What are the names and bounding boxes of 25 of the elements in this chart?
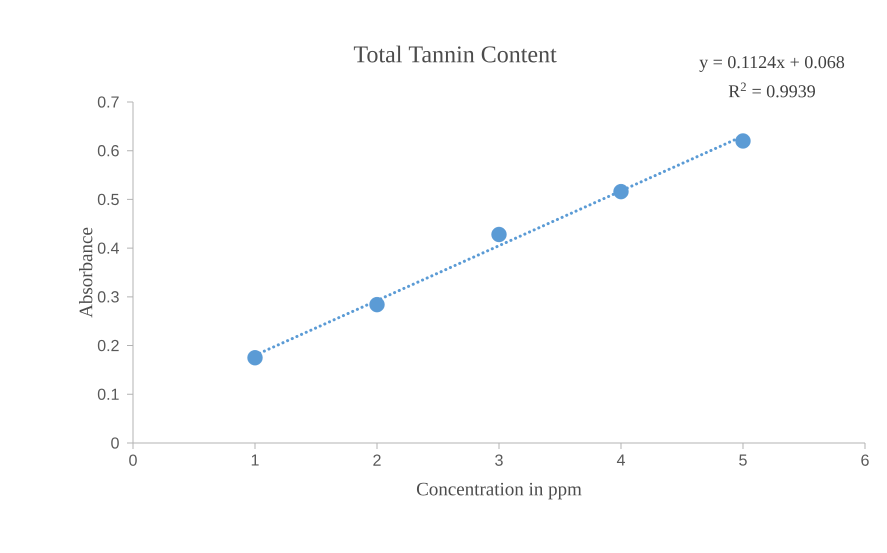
point <box>735 133 751 149</box>
x-tick-label: 0 <box>129 454 137 466</box>
x-tick-label: 4 <box>616 454 625 466</box>
y-tick-label: 0.6 <box>98 145 119 156</box>
text: R$^{2}$ = 0.9939 <box>728 82 815 98</box>
x-tick-label: 6 <box>861 454 869 466</box>
x-tick-label: 2 <box>373 454 381 466</box>
y-tick-label: 0.1 <box>98 388 119 400</box>
y-tick-label: 0.7 <box>98 96 119 108</box>
chart-title: Total Tannin Content <box>354 46 557 62</box>
x-tick-label: 3 <box>495 454 503 466</box>
y-tick-label: 0.4 <box>98 242 119 254</box>
y-tick-label: 0.5 <box>98 194 119 206</box>
x-axis-title: Concentration in ppm <box>416 482 582 500</box>
point <box>247 350 263 366</box>
point <box>369 296 385 312</box>
text: y = 0.1124x + 0.068 <box>699 56 844 72</box>
y-axis-title: Absorbance <box>79 228 92 318</box>
x-tick-label: 1 <box>252 454 259 466</box>
x-tick-label: 5 <box>739 454 747 466</box>
point <box>491 226 507 242</box>
point <box>613 184 629 200</box>
y-tick-label: 0.2 <box>98 340 119 352</box>
y-tick-label: 0 <box>111 437 119 449</box>
y-tick-label: 0.3 <box>98 291 119 303</box>
